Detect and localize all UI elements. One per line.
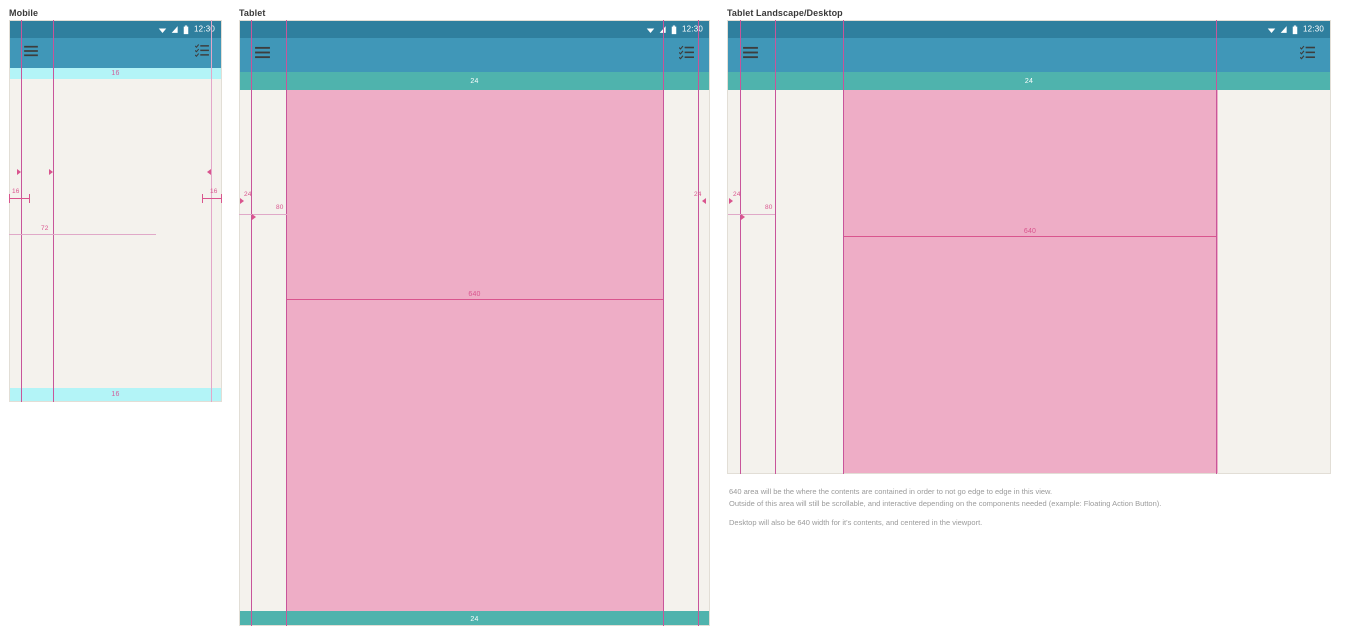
spacing-band-top-label-tablet: 24	[470, 77, 479, 85]
hamburger-menu-icon[interactable]	[255, 46, 270, 64]
caption-block: 640 area will be the where the contents …	[729, 486, 1161, 529]
content-split-line-tablet: 640	[286, 291, 663, 300]
content-area-desktop[interactable]	[844, 90, 1218, 473]
measurement-tick-left	[9, 194, 10, 203]
panel-title-desktop: Tablet Landscape/Desktop	[727, 8, 843, 18]
status-time-mobile: 12:30	[193, 24, 215, 34]
spacing-band-top-desktop: 24	[728, 72, 1330, 90]
arrow-marker-mobile-right	[207, 169, 211, 175]
arrow-marker-tablet-left	[240, 198, 244, 204]
guide-line-desktop-keyline	[775, 20, 776, 474]
status-icons-desktop: 12:30	[1267, 25, 1324, 34]
measurement-mobile-right-16: 16	[202, 188, 222, 203]
arrow-marker-tablet-right	[702, 198, 706, 204]
caption-line-1: 640 area will be the where the contents …	[729, 487, 1053, 496]
guide-line-mobile-keyline	[53, 20, 54, 402]
battery-icon	[183, 25, 189, 34]
wifi-icon	[158, 25, 167, 34]
caption-spacer	[729, 509, 1161, 517]
measurement-tablet-right-24: 24	[694, 191, 710, 202]
measurement-tablet-left-24: 24	[239, 191, 251, 202]
panel-title-tablet: Tablet	[239, 8, 266, 18]
arrow-marker-mobile-keyline	[49, 169, 53, 175]
status-bar-tablet: 12:30	[240, 21, 709, 38]
status-time-desktop: 12:30	[1302, 24, 1324, 34]
guide-line-tablet-left-edge	[251, 20, 252, 626]
app-bar-desktop	[728, 38, 1330, 72]
content-split-line-desktop: 640	[843, 228, 1217, 237]
caption-line-2: Outside of this area will still be scrol…	[729, 498, 1162, 508]
spacing-band-bottom-label-tablet: 24	[470, 615, 479, 623]
spacing-band-top-label-mobile: 16	[111, 70, 120, 77]
guide-line-desktop-left-edge	[740, 20, 741, 474]
caption-line-3: Desktop will also be 640 width for it's …	[729, 518, 983, 528]
measurement-mobile-left-16: 16	[9, 188, 30, 203]
signal-icon	[659, 26, 667, 34]
measurement-tablet-offset-80: 80	[251, 204, 287, 215]
panel-title-mobile: Mobile	[9, 8, 39, 18]
hamburger-menu-icon[interactable]	[24, 44, 38, 62]
measurement-label-tablet-left-24: 24	[244, 191, 252, 198]
signal-icon	[171, 26, 179, 34]
checklist-icon[interactable]	[678, 45, 694, 65]
wifi-icon	[646, 25, 655, 34]
app-bar-tablet	[240, 38, 709, 72]
status-time-tablet: 12:30	[681, 24, 703, 34]
spacing-band-top-tablet: 24	[240, 72, 709, 90]
spacing-band-top-label-desktop: 24	[1024, 77, 1034, 85]
arrow-marker-mobile-left	[17, 169, 21, 175]
guide-line-desktop-content-left	[843, 20, 844, 474]
measurement-label-desktop-offset-80: 80	[765, 204, 773, 211]
wifi-icon	[1267, 25, 1276, 34]
device-frame-desktop: 12:30 24	[727, 20, 1331, 474]
status-bar-mobile: 12:30	[10, 21, 221, 38]
spacing-band-top-mobile: 16	[10, 68, 221, 79]
guide-line-mobile-right-edge	[211, 20, 212, 402]
guide-line-desktop-offset-rule	[728, 214, 775, 215]
status-icons-mobile: 12:30	[158, 25, 215, 34]
status-icons-tablet: 12:30	[646, 25, 703, 34]
guide-line-tablet-content-left	[286, 20, 287, 626]
spacing-band-bottom-tablet: 24	[240, 611, 709, 625]
app-bar-mobile	[10, 38, 221, 68]
measurement-label-tablet-offset-80: 80	[276, 204, 284, 211]
content-split-label-tablet: 640	[468, 291, 481, 298]
guide-line-tablet-offset-rule	[239, 214, 287, 215]
measurement-desktop-offset-80: 80	[740, 204, 776, 215]
measurement-label-mobile-left-16: 16	[12, 188, 20, 195]
checklist-icon[interactable]	[194, 44, 209, 62]
measurement-label-mobile-right-16: 16	[210, 188, 218, 195]
arrow-marker-desktop-left	[729, 198, 733, 204]
measurement-mobile-72: 72	[9, 225, 54, 235]
measurement-tick-right	[29, 194, 30, 203]
guide-line-desktop-content-right	[1216, 20, 1217, 474]
measurement-label-desktop-left-24: 24	[733, 191, 741, 198]
guide-line-tablet-right-edge	[698, 20, 699, 626]
battery-icon	[1292, 25, 1298, 34]
device-frame-tablet: 12:30 24 24	[239, 20, 710, 626]
measurement-tick-left	[202, 194, 203, 203]
arrow-marker-desktop-offset	[741, 214, 745, 220]
signal-icon	[1280, 26, 1288, 34]
arrow-marker-tablet-offset	[252, 214, 256, 220]
battery-icon	[671, 25, 677, 34]
guide-line-tablet-content-right	[663, 20, 664, 626]
content-area-tablet[interactable]	[287, 90, 664, 625]
spacing-band-bottom-mobile: 16	[10, 388, 221, 401]
hamburger-menu-icon[interactable]	[743, 46, 758, 64]
spacing-band-bottom-label-mobile: 16	[111, 391, 120, 398]
guide-line-mobile-baseline	[9, 234, 156, 235]
measurement-label-mobile-72: 72	[41, 225, 49, 232]
measurement-desktop-left-24: 24	[728, 191, 740, 202]
measurement-tick-right	[221, 194, 222, 203]
guide-line-mobile-left-edge	[21, 20, 22, 402]
measurement-label-tablet-right-24: 24	[694, 191, 702, 198]
device-frame-mobile: 12:30 16 16	[9, 20, 222, 402]
content-split-label-desktop: 640	[1023, 228, 1037, 235]
status-bar-desktop: 12:30	[728, 21, 1330, 38]
checklist-icon[interactable]	[1299, 45, 1315, 65]
